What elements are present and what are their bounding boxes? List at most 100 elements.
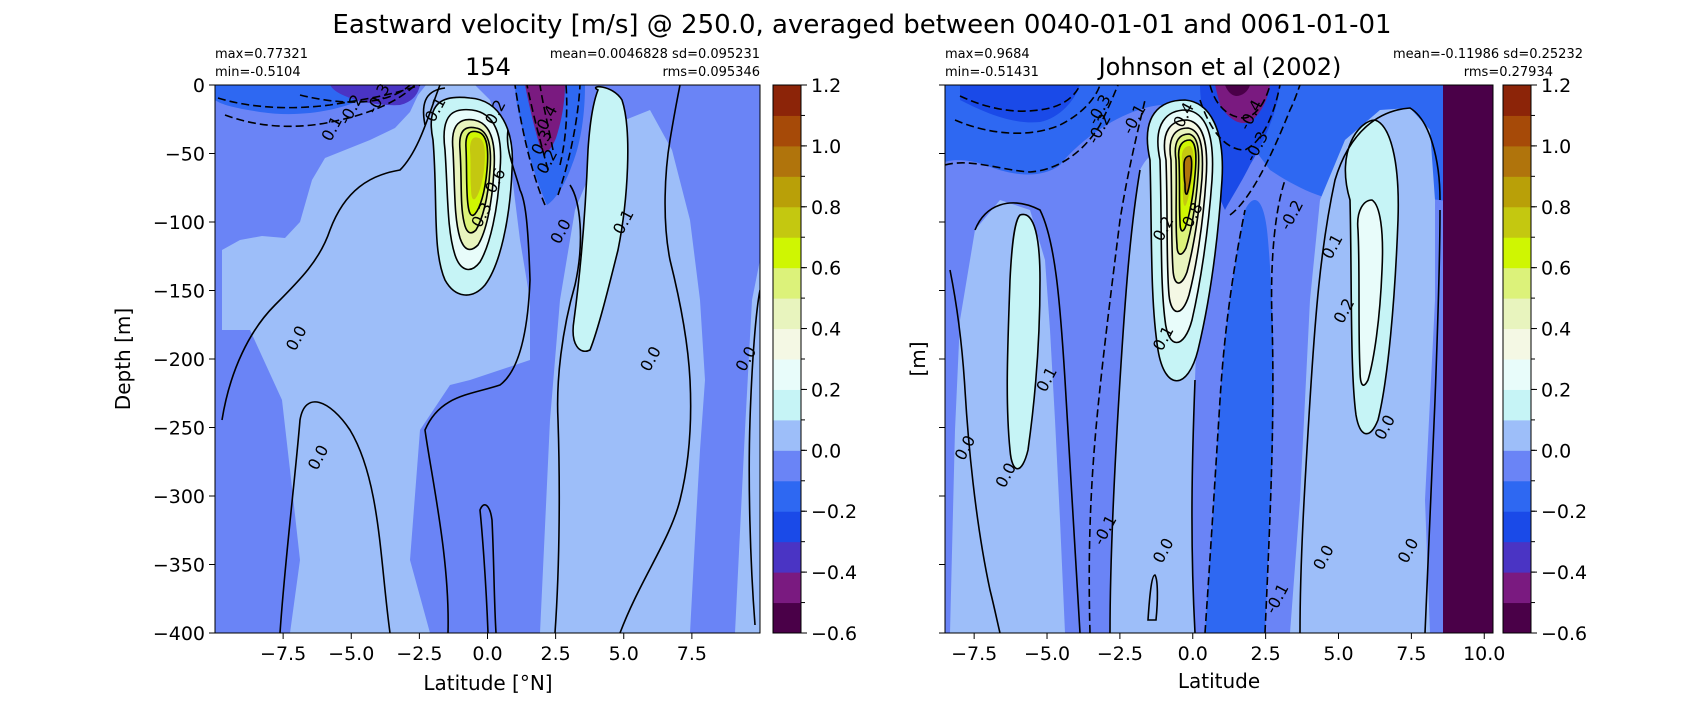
colorbar-segment	[1503, 480, 1531, 512]
model-y-ticks: 0 −50 −100 −150 −200 −250 −300 −350 −400	[153, 75, 215, 645]
obs-contour-zero-central-e	[1191, 379, 1196, 633]
colorbar-tick-label: 0.8	[811, 197, 841, 219]
model-stat-min: min=-0.5104	[215, 65, 301, 80]
obs-contour-west-tongue	[1006, 213, 1041, 470]
model-contour-jet-3	[451, 118, 496, 251]
colorbar-segment	[1503, 298, 1531, 330]
model-contour-zero-west-lower	[279, 401, 391, 633]
model-x-label: Latitude [°N]	[423, 671, 552, 695]
model-contour-jet-5	[465, 130, 489, 217]
x-tick-label: −2.5	[1097, 643, 1143, 665]
obs-neg-column	[1205, 200, 1274, 633]
colorbar-segment	[773, 419, 801, 451]
colorbar-tick-label: −0.4	[1541, 562, 1587, 584]
model-colorbar: 1.2 1.0 0.8 0.6 0.4 0.2 0.0 −0.2 −0.4 −0.6	[772, 75, 857, 645]
colorbar-tick-label: −0.4	[811, 562, 857, 584]
obs-contour-neg9	[1088, 99, 1146, 633]
colorbar-segment	[1503, 419, 1531, 451]
model-contour-zero-far-east	[619, 85, 692, 633]
y-tick-label: −300	[153, 486, 205, 508]
colorbar-segment	[773, 511, 801, 543]
model-contour-neg7	[559, 85, 568, 166]
x-tick-label: −5.0	[1024, 643, 1070, 665]
x-tick-label: −7.5	[260, 643, 306, 665]
obs-contour-neg6	[1229, 85, 1301, 216]
colorbar-tick-label: −0.2	[1541, 501, 1587, 523]
obs-neg-east-peak	[1225, 85, 1250, 96]
colorbar-segment	[773, 450, 801, 482]
colorbar-tick-label: 0.4	[811, 319, 841, 341]
colorbar-segment	[1503, 602, 1531, 634]
model-contour-zero-east	[554, 184, 582, 633]
colorbar-segment	[1503, 359, 1531, 390]
colorbar-segment	[1503, 206, 1531, 238]
colorbar-segment	[1503, 328, 1531, 360]
colorbar-tick-label: 0.4	[1541, 319, 1571, 341]
model-contour-jet-outer-west	[422, 87, 446, 126]
model-contour-east-tongue	[572, 85, 629, 352]
x-tick-label: 2.5	[1251, 643, 1281, 665]
colorbar-segment	[773, 145, 801, 177]
obs-y-label: [m]	[906, 341, 930, 376]
y-tick-label: −50	[165, 144, 205, 166]
model-light-band-east	[540, 110, 705, 633]
colorbar-segment	[773, 298, 801, 330]
colorbar-segment	[773, 206, 801, 238]
colorbar-tick-label: 0.0	[811, 440, 841, 462]
colorbar-tick-label: 0.0	[1541, 440, 1571, 462]
model-neg-east-core	[525, 85, 565, 152]
y-tick-label: −150	[153, 281, 205, 303]
colorbar-segment	[1503, 450, 1531, 482]
model-title: 154	[465, 53, 511, 81]
model-contour-neg3	[299, 85, 411, 103]
panel-obs: -0.3-0.2 -0.1 0.4 -0.4-0.3-0.20.80.20.10.20…	[906, 47, 1587, 693]
colorbar-segment	[773, 328, 801, 360]
y-tick-label: −350	[153, 555, 205, 577]
colorbar-segment	[1503, 267, 1531, 299]
obs-contour-neg2	[954, 85, 1101, 134]
x-tick-label: 10.0	[1463, 643, 1505, 665]
obs-y-ticks	[939, 84, 945, 634]
obs-contour-neg8	[1264, 179, 1286, 633]
colorbar-segment	[1503, 237, 1531, 269]
colorbar-tick-label: 0.6	[811, 258, 841, 280]
y-tick-label: −100	[153, 212, 205, 234]
colorbar-tick-label: 0.8	[1541, 197, 1571, 219]
obs-east-tongue-inner	[1357, 200, 1383, 386]
colorbar-segment	[773, 267, 801, 299]
obs-x-ticks: −7.5 −5.0 −2.5 0.0 2.5 5.0 7.5 10.0	[951, 633, 1505, 665]
obs-stat-min: min=-0.51431	[945, 65, 1039, 80]
model-x-ticks: −7.5 −5.0 −2.5 0.0 2.5 5.0 7.5	[260, 633, 707, 665]
model-jet-core	[470, 137, 485, 200]
model-stat-rms: rms=0.095346	[663, 65, 760, 80]
model-contour-zero-finger	[479, 504, 497, 633]
colorbar-tick-label: 0.6	[1541, 258, 1571, 280]
model-contour-zero-central	[424, 129, 531, 633]
obs-contour-neg5	[1199, 85, 1281, 151]
obs-contour-zero-west	[949, 269, 1001, 633]
colorbar-segment	[773, 115, 801, 147]
x-tick-label: 5.0	[1323, 643, 1353, 665]
y-tick-label: −250	[153, 418, 205, 440]
obs-contour-neg4	[1209, 85, 1271, 119]
model-stat-max: max=0.77321	[215, 47, 308, 62]
x-tick-label: −2.5	[396, 643, 442, 665]
figure-suptitle: Eastward velocity [m/s] @ 250.0, average…	[332, 10, 1391, 40]
obs-colorbar: 1.2 1.0 0.8 0.6 0.4 0.2 0.0 −0.2 −0.4 −0.6	[1502, 75, 1587, 645]
colorbar-segment	[1503, 572, 1531, 604]
obs-stat-mean-sd: mean=-0.11986 sd=0.25232	[1393, 47, 1583, 62]
model-contour-neg1	[217, 85, 421, 109]
obs-neg-west-core	[960, 85, 1080, 123]
model-contour-jet-1	[430, 96, 514, 296]
colorbar-segment	[773, 176, 801, 208]
model-contour-neg4	[514, 85, 546, 206]
model-contour-jet-2	[443, 108, 502, 271]
x-tick-label: −5.0	[328, 643, 374, 665]
obs-stat-max: max=0.9684	[945, 47, 1030, 62]
model-neg-west-core	[330, 85, 420, 106]
obs-contour-neg1	[959, 85, 1081, 112]
obs-contour-jet-4	[1169, 127, 1204, 284]
obs-contour-east-tongue-inner	[1356, 199, 1384, 386]
model-contour-zero-west	[221, 85, 441, 421]
